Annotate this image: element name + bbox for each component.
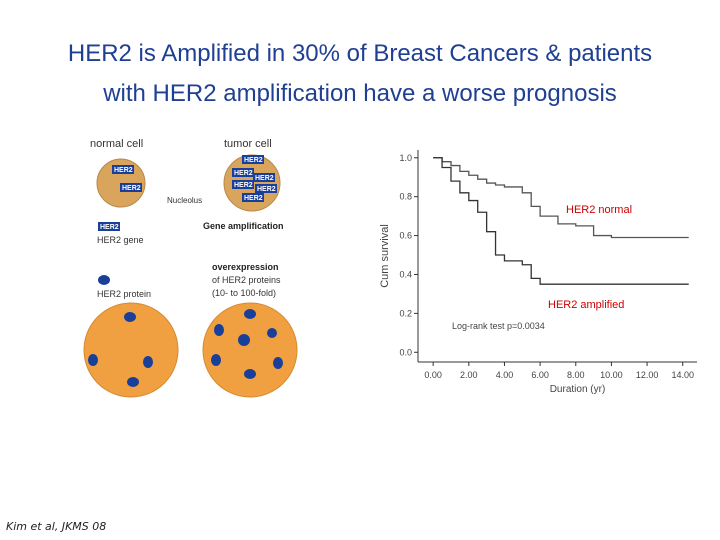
legend-label: HER2 normal [566, 204, 632, 216]
gene-box [112, 165, 134, 174]
gene-label: HER2 [257, 186, 276, 193]
label: Gene amplification [203, 221, 284, 231]
protein-icon [98, 275, 110, 285]
gene-box [255, 184, 277, 193]
label: (10- to 100-fold) [212, 288, 276, 298]
gene-box [242, 155, 264, 164]
x-tick-label: 0.00 [424, 370, 442, 380]
gene-label: HER2 [234, 182, 253, 189]
gene-label: HER2 [114, 167, 133, 174]
x-tick-label: 10.00 [600, 370, 623, 380]
gene-box [98, 222, 120, 231]
gene-label: HER2 [122, 185, 141, 192]
legend-label: HER2 amplified [548, 299, 624, 311]
title-line: HER2 is Amplified in 30% of Breast Cance… [67, 40, 653, 67]
gene-box [232, 180, 254, 189]
x-tick-label: 2.00 [460, 370, 478, 380]
gene-label: HER2 [244, 195, 263, 202]
title-line: with HER2 amplification have a worse pro… [103, 80, 617, 107]
annotation: Log-rank test p=0.0034 [452, 321, 545, 331]
y-axis-label: Cum survival [379, 224, 391, 288]
cell [202, 302, 298, 398]
x-tick-label: 14.00 [671, 370, 694, 380]
y-tick-label: 0.8 [399, 192, 412, 202]
gene-box [253, 173, 275, 182]
label: Nucleolus [167, 196, 202, 205]
y-tick-label: 0.0 [399, 347, 412, 357]
label: HER2 gene [97, 235, 144, 245]
gene-box [120, 183, 142, 192]
label: overexpression [212, 262, 279, 272]
citation: Kim et al, JKMS 08 [6, 520, 107, 533]
gene-box [242, 193, 264, 202]
gene-label: HER2 [100, 224, 119, 231]
x-axis-label: Duration (yr) [550, 384, 606, 395]
gene-label: HER2 [234, 170, 253, 177]
label: normal cell [90, 138, 143, 150]
survival-curve [433, 157, 689, 285]
x-tick-label: 6.00 [531, 370, 549, 380]
x-tick-label: 4.00 [496, 370, 514, 380]
y-tick-label: 0.4 [399, 269, 412, 279]
proteins [88, 309, 283, 387]
label: tumor cell [224, 138, 272, 150]
cell [83, 302, 179, 398]
label: of HER2 proteins [212, 275, 281, 285]
gene-label: HER2 [255, 175, 274, 182]
label: HER2 protein [97, 289, 151, 299]
x-tick-label: 8.00 [567, 370, 585, 380]
y-tick-label: 1.0 [399, 153, 412, 163]
y-tick-label: 0.6 [399, 231, 412, 241]
gene-label: HER2 [244, 157, 263, 164]
x-tick-label: 12.00 [636, 370, 659, 380]
survival-curve [433, 157, 689, 239]
gene-box [232, 168, 254, 177]
y-tick-label: 0.2 [399, 308, 412, 318]
